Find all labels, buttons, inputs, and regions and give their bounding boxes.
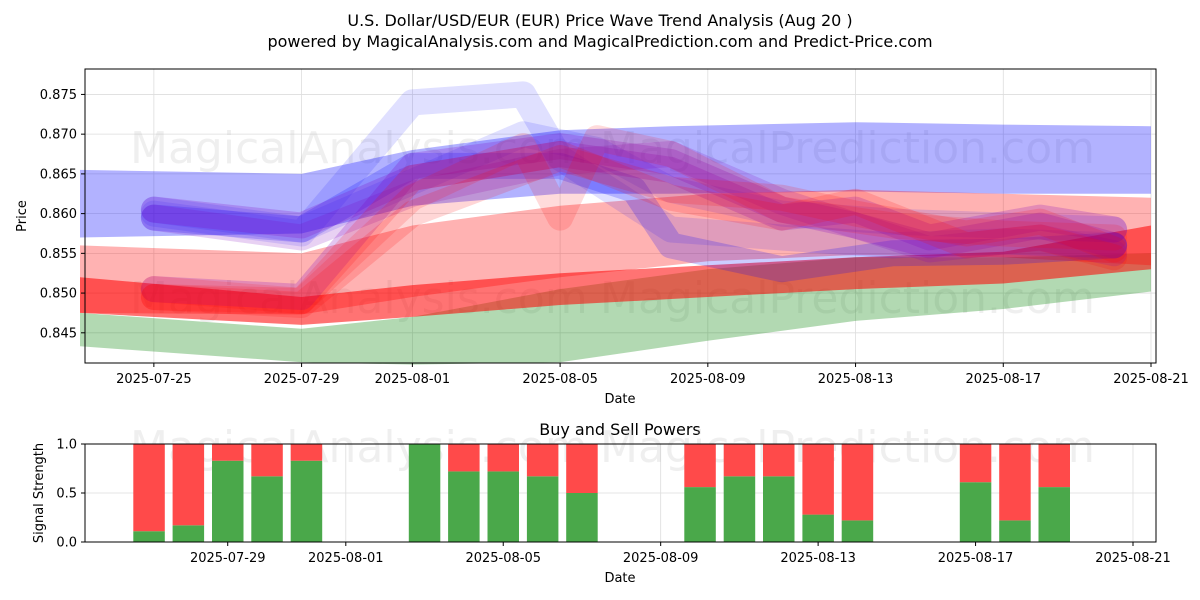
signal-x-tick-label: 2025-08-05: [465, 551, 541, 566]
price-x-tick-label: 2025-08-21: [1113, 372, 1189, 387]
price-plot-frame: [84, 68, 1157, 364]
buy-bar: [290, 460, 323, 542]
signal-x-tick-label: 2025-08-01: [308, 551, 384, 566]
buy-bar: [999, 520, 1031, 542]
price-y-tick-label: 0.865: [40, 167, 77, 182]
sell-bar: [684, 444, 716, 488]
buy-bar: [1038, 487, 1070, 542]
buy-bar: [526, 476, 559, 542]
price-panel: MagicalAnalysis.com MagicalPrediction.co…: [15, 68, 1189, 407]
signal-title: Buy and Sell Powers: [539, 420, 701, 439]
buy-bar: [172, 525, 205, 542]
buy-bar: [133, 531, 165, 542]
price-wave-5: [140, 141, 1128, 267]
price-bands: [80, 122, 1151, 365]
price-x-tick-label: 2025-08-05: [522, 372, 598, 387]
buy-bar: [251, 476, 283, 542]
price-band-0: [80, 122, 1151, 238]
price-x-tick-label: 2025-07-25: [116, 372, 192, 387]
buy-bar: [487, 471, 519, 542]
buy-bar: [723, 476, 756, 542]
buy-bar: [448, 471, 480, 542]
sell-bar: [999, 444, 1031, 521]
buy-bar: [841, 520, 874, 542]
signal-x-tick-label: 2025-08-17: [938, 551, 1014, 566]
sell-bar: [566, 444, 598, 493]
signal-y-tick-label: 0.0: [56, 536, 77, 551]
watermark-prediction-top: MagicalPrediction.com: [600, 123, 1095, 174]
price-x-tick-label: 2025-08-09: [670, 372, 746, 387]
price-waves: [140, 81, 1128, 318]
price-y-tick-label: 0.875: [40, 88, 77, 103]
signal-y-tick-label: 1.0: [56, 438, 77, 453]
buy-bar: [212, 460, 244, 542]
sell-bar: [290, 444, 323, 461]
sell-bar: [526, 444, 559, 477]
price-wave-4: [140, 141, 1128, 251]
sell-bar: [802, 444, 834, 515]
signal-x-ticks: 2025-07-29 2025-08-01 2025-08-05 2025-08-09…: [190, 542, 1171, 566]
sell-bar: [487, 444, 519, 472]
signal-x-tick-label: 2025-07-29: [190, 551, 266, 566]
buy-bar: [959, 482, 992, 542]
signal-y-label: Signal Strength: [32, 443, 47, 543]
buy-bar: [408, 444, 441, 542]
price-wave-1: [140, 121, 1128, 243]
sell-bar: [251, 444, 283, 477]
chart-subtitle: powered by MagicalAnalysis.com and Magic…: [267, 32, 932, 51]
price-y-label: Price: [15, 200, 30, 232]
price-wave-7: [140, 145, 1128, 318]
signal-x-tick-label: 2025-08-13: [780, 551, 856, 566]
signal-y-ticks: 0.0 0.5 1.0: [56, 438, 85, 551]
price-x-tick-label: 2025-08-13: [818, 372, 894, 387]
price-y-tick-label: 0.845: [40, 326, 77, 341]
buy-bar: [684, 487, 716, 542]
signal-panel: Buy and Sell Powers MagicalAnalysis.com …: [32, 420, 1171, 586]
sell-bar: [133, 444, 165, 532]
price-x-tick-label: 2025-07-29: [264, 372, 340, 387]
price-band-2: [80, 189, 1151, 315]
signal-y-tick-label: 0.5: [56, 487, 77, 502]
price-y-tick-label: 0.850: [40, 287, 77, 302]
chart-title: U.S. Dollar/USD/EUR (EUR) Price Wave Tre…: [347, 11, 852, 30]
price-wave-0: [140, 81, 1128, 259]
buy-bar: [763, 476, 795, 542]
price-x-ticks: 2025-07-25 2025-07-29 2025-08-01 2025-08-05…: [116, 363, 1189, 387]
price-band-3: [80, 225, 1151, 325]
watermark-analysis-top: MagicalAnalysis.com: [130, 123, 588, 174]
buy-bar: [802, 514, 834, 542]
signal-x-tick-label: 2025-08-21: [1095, 551, 1171, 566]
sell-bar: [841, 444, 874, 521]
sell-bar: [763, 444, 795, 477]
price-y-tick-label: 0.870: [40, 128, 77, 143]
signal-plot-frame: [84, 443, 1157, 543]
price-wave-8: [140, 141, 1128, 314]
sell-bar: [723, 444, 756, 477]
sell-bar: [959, 444, 992, 483]
price-y-tick-label: 0.855: [40, 247, 77, 262]
price-y-ticks: 0.845 0.850 0.855 0.860 0.865 0.870 0.875: [40, 88, 85, 341]
signal-x-tick-label: 2025-08-09: [623, 551, 699, 566]
sell-bar: [212, 444, 244, 461]
buy-bar: [566, 493, 598, 542]
signal-bars: [133, 444, 1070, 542]
price-gridlines: [85, 69, 1156, 363]
price-y-tick-label: 0.860: [40, 207, 77, 222]
sell-bar: [172, 444, 205, 526]
price-wave-3: [140, 133, 1128, 310]
sell-bar: [1038, 444, 1070, 488]
price-wave-2: [140, 152, 1128, 283]
price-x-tick-label: 2025-08-01: [375, 372, 451, 387]
sell-bar: [448, 444, 480, 472]
price-wave-6: [140, 125, 1128, 314]
price-x-label: Date: [604, 392, 635, 407]
signal-x-label: Date: [604, 571, 635, 586]
price-x-tick-label: 2025-08-17: [965, 372, 1041, 387]
